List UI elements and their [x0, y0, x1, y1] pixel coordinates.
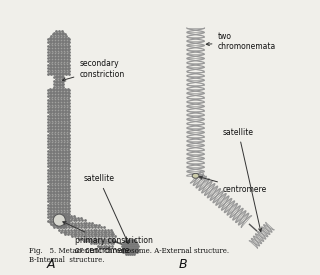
- Text: two
chromonemata: two chromonemata: [206, 32, 276, 51]
- Text: Fig.   5. Metacentric chromosome. A-External structure.
B-Internal  structure.: Fig. 5. Metacentric chromosome. A-Extern…: [29, 247, 229, 264]
- Text: centromere: centromere: [199, 176, 267, 194]
- Text: primary constriction
or centromere: primary constriction or centromere: [63, 222, 153, 255]
- Circle shape: [53, 214, 65, 226]
- Text: satellite: satellite: [223, 128, 262, 232]
- Text: B: B: [179, 258, 188, 271]
- Ellipse shape: [192, 173, 199, 178]
- Text: secondary
constriction: secondary constriction: [62, 59, 124, 81]
- Text: satellite: satellite: [84, 174, 128, 244]
- Text: A: A: [46, 258, 55, 271]
